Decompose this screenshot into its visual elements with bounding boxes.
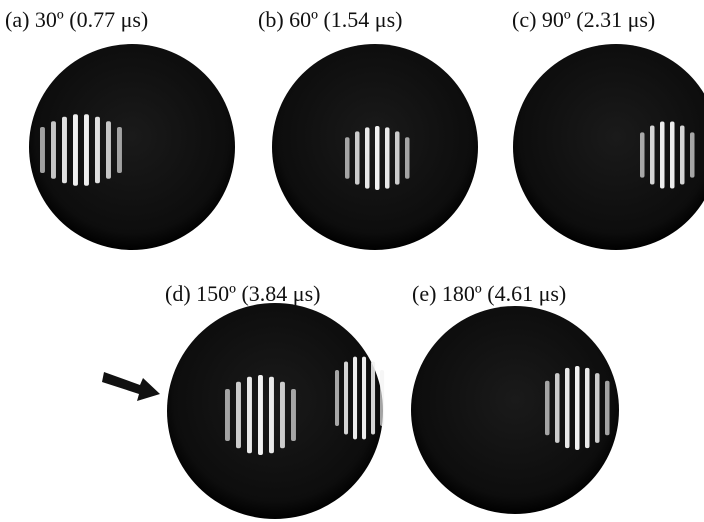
fringe	[40, 127, 45, 173]
fringe	[640, 132, 645, 177]
fringe	[585, 368, 590, 448]
fringe	[84, 114, 89, 185]
fringe	[344, 362, 348, 435]
fringe	[117, 127, 122, 173]
fringe	[73, 114, 78, 185]
fringe	[345, 137, 350, 179]
fringe	[51, 121, 56, 179]
fringe	[355, 131, 360, 184]
fringe	[545, 381, 550, 436]
fringe	[405, 137, 410, 179]
fringe	[280, 382, 285, 448]
panel-label: (e) 180º (4.61 μs)	[412, 281, 566, 306]
panel-label: (a) 30º (0.77 μs)	[5, 7, 148, 32]
panel-label: (b) 60º (1.54 μs)	[258, 7, 402, 32]
fringe	[362, 357, 366, 440]
fringe	[605, 381, 610, 436]
fringe	[291, 389, 296, 441]
fringe	[371, 362, 375, 435]
fringe	[650, 125, 655, 184]
fringe	[385, 127, 390, 188]
disc	[167, 303, 383, 519]
fringe	[395, 131, 400, 184]
fringe	[365, 127, 370, 188]
panel-label: (d) 150º (3.84 μs)	[165, 281, 320, 306]
fringe	[670, 122, 675, 189]
fringe	[690, 132, 695, 177]
fringe	[258, 375, 263, 455]
fringe	[62, 117, 67, 184]
fringe	[236, 382, 241, 448]
fringe	[565, 368, 570, 448]
figure: (a) 30º (0.77 μs) (b) 60º (1.54 μs) (c) …	[0, 0, 704, 522]
disc	[513, 44, 704, 250]
fringe	[106, 121, 111, 179]
discs	[29, 44, 704, 519]
arrow	[102, 372, 160, 401]
fringe	[95, 117, 100, 184]
fringe	[555, 373, 560, 443]
fringe	[353, 357, 357, 440]
fringe	[335, 370, 339, 426]
fringe	[575, 366, 580, 450]
page: {"panels": [ {"label": "(a) 30º (0.77 μs…	[0, 0, 704, 522]
fringe	[595, 373, 600, 443]
fringe	[680, 125, 685, 184]
fringe	[375, 126, 380, 190]
disc	[29, 44, 235, 250]
fringe	[225, 389, 230, 441]
panel-label: (c) 90º (2.31 μs)	[512, 7, 655, 32]
fringe	[247, 377, 252, 453]
fringe	[269, 377, 274, 453]
fringe	[660, 122, 665, 189]
fringe	[380, 370, 384, 426]
